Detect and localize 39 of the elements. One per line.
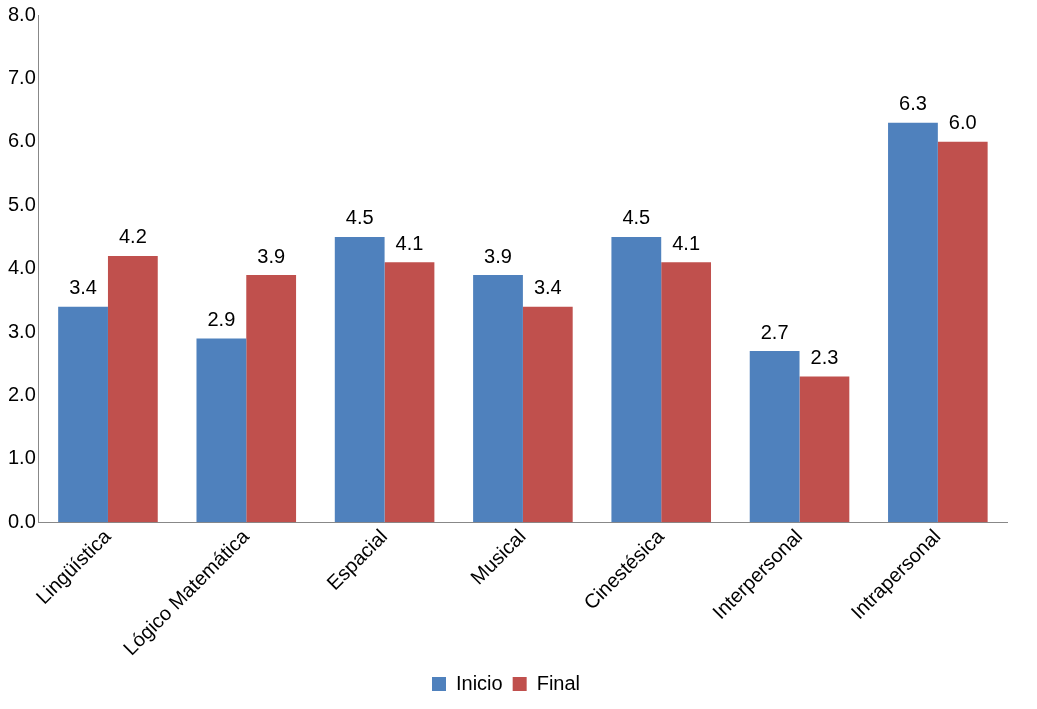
- legend-label: Final: [536, 671, 581, 694]
- bar: [58, 306, 108, 523]
- bar: [749, 351, 800, 523]
- legend-label: Inicio: [455, 671, 503, 694]
- bar: [196, 338, 247, 523]
- y-tick-label: 3.0: [7, 319, 36, 342]
- bar: [107, 255, 158, 523]
- data-label: 2.9: [207, 307, 236, 330]
- y-tick-label: 5.0: [7, 192, 36, 215]
- bar: [384, 262, 435, 523]
- data-label: 4.2: [118, 225, 147, 248]
- bar: [937, 141, 988, 523]
- bar: [799, 376, 850, 523]
- data-label: 3.4: [533, 276, 562, 299]
- y-tick-label: 1.0: [7, 446, 36, 469]
- y-tick-label: 6.0: [7, 129, 36, 152]
- y-tick-label: 7.0: [7, 65, 36, 88]
- data-label: 3.9: [484, 244, 512, 267]
- bar: [661, 262, 712, 523]
- bar: [611, 236, 662, 523]
- bar: [473, 275, 523, 523]
- y-tick-label: 2.0: [7, 383, 36, 406]
- y-tick-label: 4.0: [7, 256, 36, 279]
- data-label: 4.5: [622, 206, 651, 229]
- data-label: 6.0: [948, 111, 977, 134]
- data-label: 2.3: [810, 345, 839, 368]
- bar: [334, 236, 385, 523]
- y-tick-label: 8.0: [7, 2, 36, 25]
- data-label: 4.5: [345, 206, 374, 229]
- data-label: 2.7: [760, 320, 789, 343]
- data-label: 4.1: [672, 231, 701, 254]
- data-label: 3.9: [257, 244, 286, 267]
- bar: [522, 306, 573, 523]
- data-label: 4.1: [395, 231, 424, 254]
- bar: [888, 122, 938, 523]
- data-label: 3.4: [69, 276, 97, 299]
- y-tick-label: 0.0: [7, 509, 36, 532]
- bar: [246, 275, 297, 523]
- data-label: 6.3: [899, 92, 927, 115]
